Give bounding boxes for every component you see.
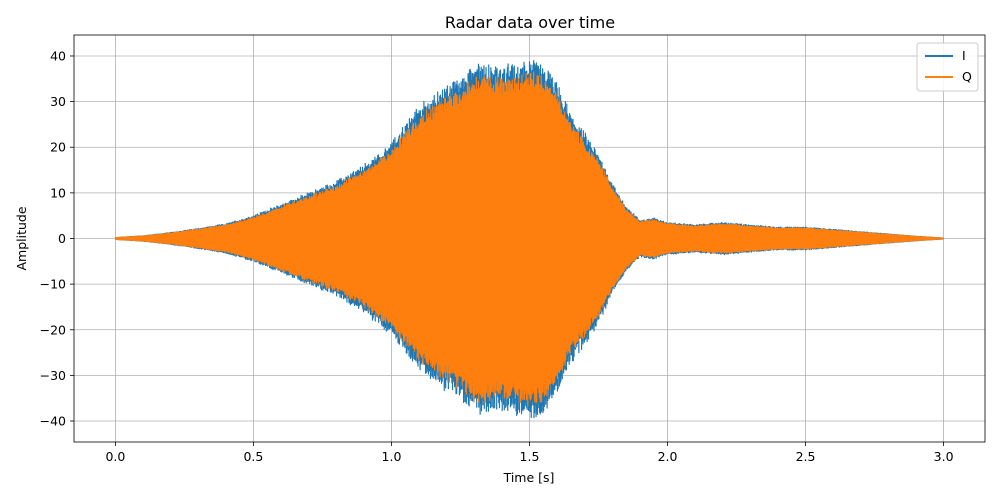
legend-label-q: Q — [962, 69, 972, 84]
y-tick-label: −20 — [40, 322, 66, 337]
y-tick-label: −40 — [40, 414, 66, 429]
y-tick-label: 10 — [50, 185, 66, 200]
series-line-i — [114, 60, 945, 419]
y-tick-label: 30 — [50, 94, 66, 109]
legend: I Q — [916, 42, 979, 92]
y-tick-label: −30 — [40, 368, 66, 383]
x-axis-label: Time [s] — [503, 470, 555, 485]
x-tick-label: 3.0 — [934, 449, 954, 464]
x-tick-label: 2.5 — [796, 449, 816, 464]
x-tick-label: 0.0 — [105, 449, 125, 464]
y-axis-label: Amplitude — [14, 206, 29, 270]
x-tick-label: 0.5 — [243, 449, 263, 464]
legend-label-i: I — [962, 48, 966, 63]
y-tick-label: 40 — [50, 48, 66, 63]
x-tick-label: 2.0 — [658, 449, 678, 464]
y-axis-ticks: −40 −30 −20 −10 0 10 20 30 40 — [40, 48, 74, 429]
chart-title: Radar data over time — [445, 13, 615, 32]
y-tick-label: 20 — [50, 140, 66, 155]
y-tick-label: −10 — [40, 277, 66, 292]
y-tick-label: 0 — [58, 231, 66, 246]
series-line-q — [114, 71, 945, 407]
x-axis-ticks: 0.0 0.5 1.0 1.5 2.0 2.5 3.0 — [105, 442, 954, 464]
series-layer — [114, 60, 945, 419]
x-tick-label: 1.5 — [520, 449, 540, 464]
x-tick-label: 1.0 — [382, 449, 402, 464]
